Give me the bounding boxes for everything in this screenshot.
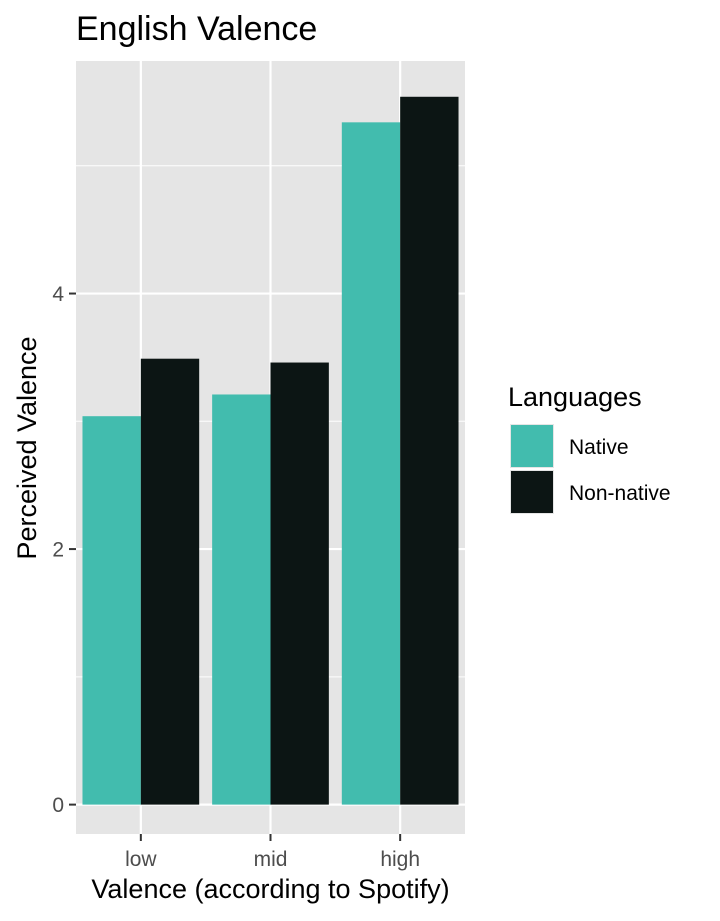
legend-label: Non-native [569,482,671,505]
y-axis-title: Perceived Valence [12,336,42,559]
x-axis-title: Valence (according to Spotify) [91,874,449,904]
legend-swatch [511,471,553,513]
bar-native-mid [212,394,271,805]
bar-non-native-high [400,96,459,805]
y-tick-label: 2 [52,539,64,562]
y-axis: 0 2 4 [52,283,76,817]
x-tick-label: mid [254,848,288,871]
legend-swatch [511,425,553,467]
y-tick-label: 4 [52,283,64,306]
chart-title: English Valence [76,10,317,48]
bar-non-native-low [140,358,200,805]
x-tick-label: high [380,848,420,871]
bar-native-high [341,122,401,805]
bar-non-native-mid [270,362,329,805]
bar-native-low [82,416,141,805]
x-tick-label: low [125,848,157,871]
y-tick-label: 0 [52,794,64,817]
legend: Languages Native Non-native [508,382,671,514]
legend-label: Native [569,436,629,459]
bars [82,96,459,805]
legend-title: Languages [508,382,642,412]
x-axis: low mid high [125,834,420,871]
